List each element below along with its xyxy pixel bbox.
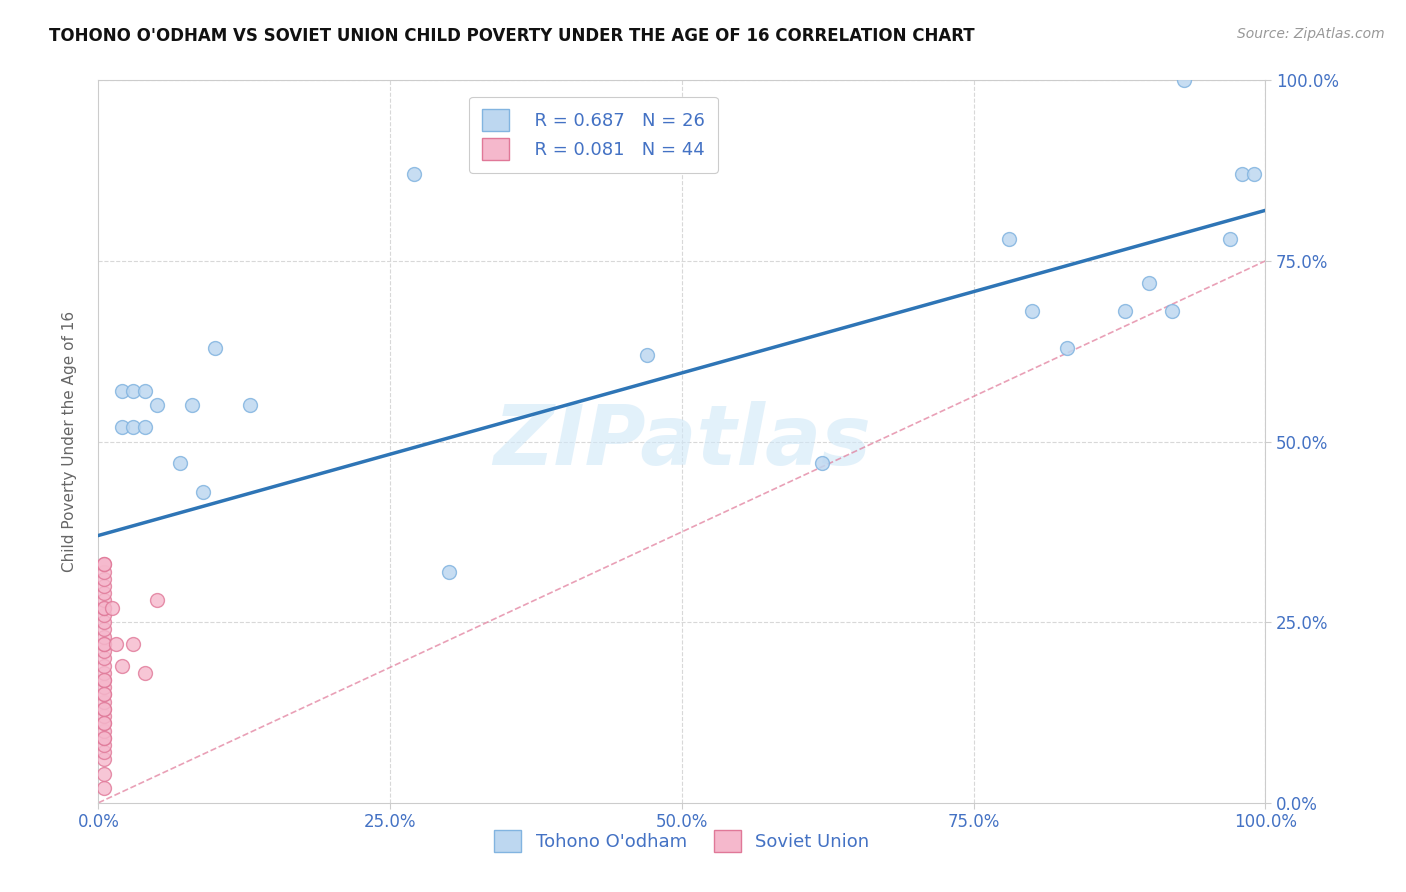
Point: [122, 384, 145, 398]
Text: ZIPatlas: ZIPatlas: [494, 401, 870, 482]
Point: [93, 716, 115, 731]
Point: [239, 398, 262, 412]
Point: [111, 420, 134, 434]
Point: [93, 723, 115, 738]
Point: [93, 565, 115, 579]
Point: [193, 485, 215, 500]
Point: [93, 738, 115, 752]
Point: [93, 651, 115, 665]
Point: [93, 630, 115, 644]
Point: [93, 767, 115, 781]
Point: [93, 600, 115, 615]
Point: [1173, 73, 1195, 87]
Point: [134, 420, 156, 434]
Point: [93, 579, 115, 593]
Point: [122, 420, 145, 434]
Point: [93, 781, 115, 796]
Point: [1230, 167, 1253, 181]
Point: [169, 456, 191, 470]
Point: [93, 593, 115, 607]
Point: [93, 695, 115, 709]
Point: [93, 687, 115, 701]
Point: [104, 637, 127, 651]
Point: [93, 665, 115, 680]
Point: [997, 232, 1019, 246]
Point: [93, 731, 115, 745]
Point: [1056, 341, 1078, 355]
Point: [134, 384, 156, 398]
Point: [402, 167, 425, 181]
Point: [93, 623, 115, 637]
Point: [93, 702, 115, 716]
Text: TOHONO O'ODHAM VS SOVIET UNION CHILD POVERTY UNDER THE AGE OF 16 CORRELATION CHA: TOHONO O'ODHAM VS SOVIET UNION CHILD POV…: [49, 27, 974, 45]
Point: [111, 658, 134, 673]
Point: [93, 572, 115, 586]
Point: [93, 745, 115, 759]
Point: [93, 637, 115, 651]
Point: [146, 398, 169, 412]
Point: [1161, 304, 1184, 318]
Point: [93, 558, 115, 572]
Point: [146, 593, 169, 607]
Point: [180, 398, 202, 412]
Point: [93, 637, 115, 651]
Point: [93, 615, 115, 630]
Point: [93, 680, 115, 694]
Point: [93, 586, 115, 600]
Point: [1243, 167, 1265, 181]
Point: [93, 673, 115, 687]
Point: [811, 456, 834, 470]
Point: [93, 600, 115, 615]
Point: [93, 558, 115, 572]
Point: [636, 348, 658, 362]
Point: [1137, 276, 1160, 290]
Point: [437, 565, 460, 579]
Point: [111, 384, 134, 398]
Y-axis label: Child Poverty Under the Age of 16: Child Poverty Under the Age of 16: [62, 311, 77, 572]
Point: [1219, 232, 1241, 246]
Point: [93, 607, 115, 622]
Point: [93, 716, 115, 731]
Point: [1021, 304, 1043, 318]
Point: [93, 731, 115, 745]
Point: [93, 673, 115, 687]
Point: [93, 709, 115, 723]
Point: [1114, 304, 1136, 318]
Legend: Tohono O'odham, Soviet Union: Tohono O'odham, Soviet Union: [486, 822, 877, 859]
Point: [93, 644, 115, 658]
Text: Source: ZipAtlas.com: Source: ZipAtlas.com: [1237, 27, 1385, 41]
Point: [134, 665, 156, 680]
Point: [204, 341, 226, 355]
Point: [122, 637, 145, 651]
Point: [93, 658, 115, 673]
Point: [93, 752, 115, 766]
Point: [93, 702, 115, 716]
Point: [93, 687, 115, 701]
Point: [101, 600, 124, 615]
